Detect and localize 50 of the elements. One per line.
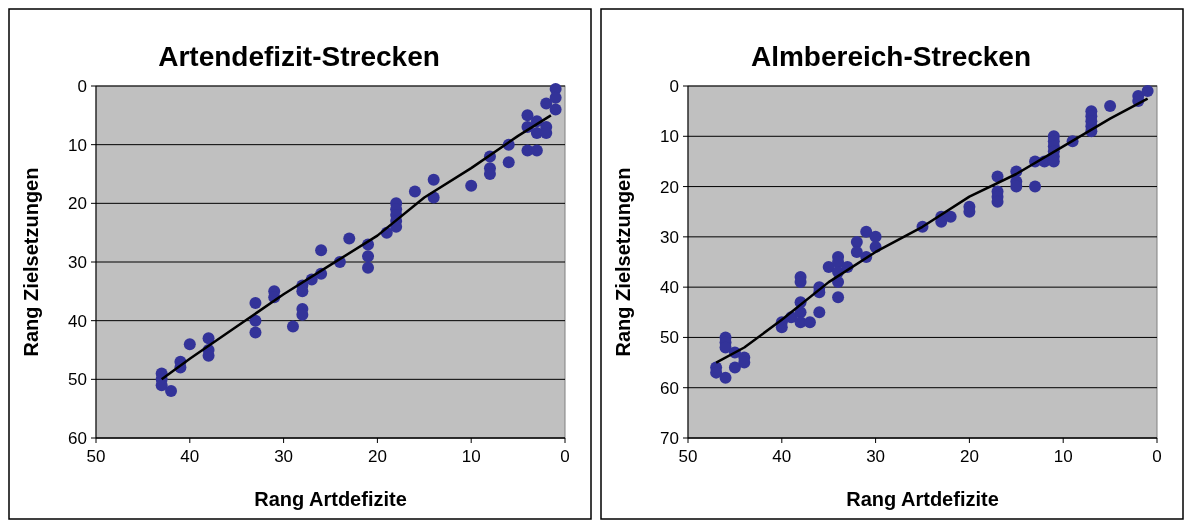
x-tick-label: 30 [274, 447, 294, 466]
y-tick-label: 30 [660, 227, 679, 247]
point [249, 297, 262, 310]
y-tick-label: 40 [660, 278, 679, 298]
x-axis-title: Rang Artdefizite [254, 488, 407, 510]
point [465, 179, 478, 192]
point [502, 156, 515, 169]
y-tick-label: 10 [68, 135, 87, 155]
x-tick-label: 50 [86, 447, 106, 466]
x-tick-label: 30 [866, 447, 886, 466]
y-tick-label: 10 [660, 127, 679, 147]
y-axis-title: Rang Zielsetzungen [612, 167, 634, 357]
x-tick-label: 10 [1053, 447, 1073, 466]
y-tick-label: 50 [68, 370, 87, 390]
x-tick-label: 40 [772, 447, 792, 466]
x-tick-label: 0 [560, 447, 570, 466]
point [362, 261, 375, 274]
y-tick-label: 70 [660, 428, 679, 448]
y-tick-label: 60 [68, 428, 87, 448]
x-tick-label: 40 [180, 447, 200, 466]
x-tick-label: 50 [678, 447, 698, 466]
point [315, 244, 328, 257]
point [549, 103, 562, 116]
y-tick-label: 60 [660, 378, 679, 398]
x-tick-label: 20 [959, 447, 979, 466]
point [202, 332, 215, 345]
point [408, 185, 421, 198]
y-tick-label: 40 [68, 311, 87, 331]
y-tick-label: 20 [660, 177, 679, 197]
point [183, 338, 196, 351]
point [249, 326, 262, 339]
point [427, 173, 440, 186]
chart-title: Artendefizit-Strecken [158, 41, 440, 72]
y-tick-label: 50 [660, 328, 679, 348]
point [521, 109, 534, 122]
point [286, 320, 299, 333]
point [540, 97, 553, 110]
point [362, 250, 375, 263]
y-tick-label: 30 [68, 252, 87, 272]
x-tick-label: 10 [461, 447, 481, 466]
y-axis-title: Rang Zielsetzungen [20, 167, 42, 357]
point [165, 385, 178, 398]
x-tick-label: 0 [1152, 447, 1162, 466]
y-tick-label: 0 [77, 76, 87, 96]
chart-title: Almbereich-Strecken [750, 41, 1032, 72]
y-tick-label: 0 [669, 76, 679, 96]
y-tick-label: 20 [68, 194, 87, 214]
point [343, 232, 356, 245]
x-tick-label: 20 [367, 447, 387, 466]
x-axis-title: Rang Artdefizite [846, 488, 999, 510]
